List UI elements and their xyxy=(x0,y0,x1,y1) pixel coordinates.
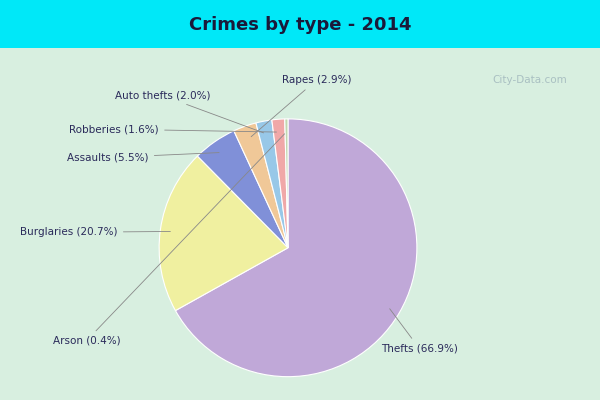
Wedge shape xyxy=(234,123,288,248)
Text: City-Data.com: City-Data.com xyxy=(492,75,567,85)
Wedge shape xyxy=(175,119,417,377)
Wedge shape xyxy=(197,131,288,248)
Wedge shape xyxy=(272,119,288,248)
Text: Rapes (2.9%): Rapes (2.9%) xyxy=(251,75,351,137)
Wedge shape xyxy=(256,120,288,248)
Text: Burglaries (20.7%): Burglaries (20.7%) xyxy=(20,227,170,237)
Text: Thefts (66.9%): Thefts (66.9%) xyxy=(381,309,458,353)
Text: Crimes by type - 2014: Crimes by type - 2014 xyxy=(189,16,411,34)
Text: Robberies (1.6%): Robberies (1.6%) xyxy=(70,124,277,134)
Text: Arson (0.4%): Arson (0.4%) xyxy=(53,134,284,346)
Text: Assaults (5.5%): Assaults (5.5%) xyxy=(67,152,219,162)
Wedge shape xyxy=(159,156,288,310)
Text: Auto thefts (2.0%): Auto thefts (2.0%) xyxy=(115,91,263,133)
Wedge shape xyxy=(285,119,288,248)
